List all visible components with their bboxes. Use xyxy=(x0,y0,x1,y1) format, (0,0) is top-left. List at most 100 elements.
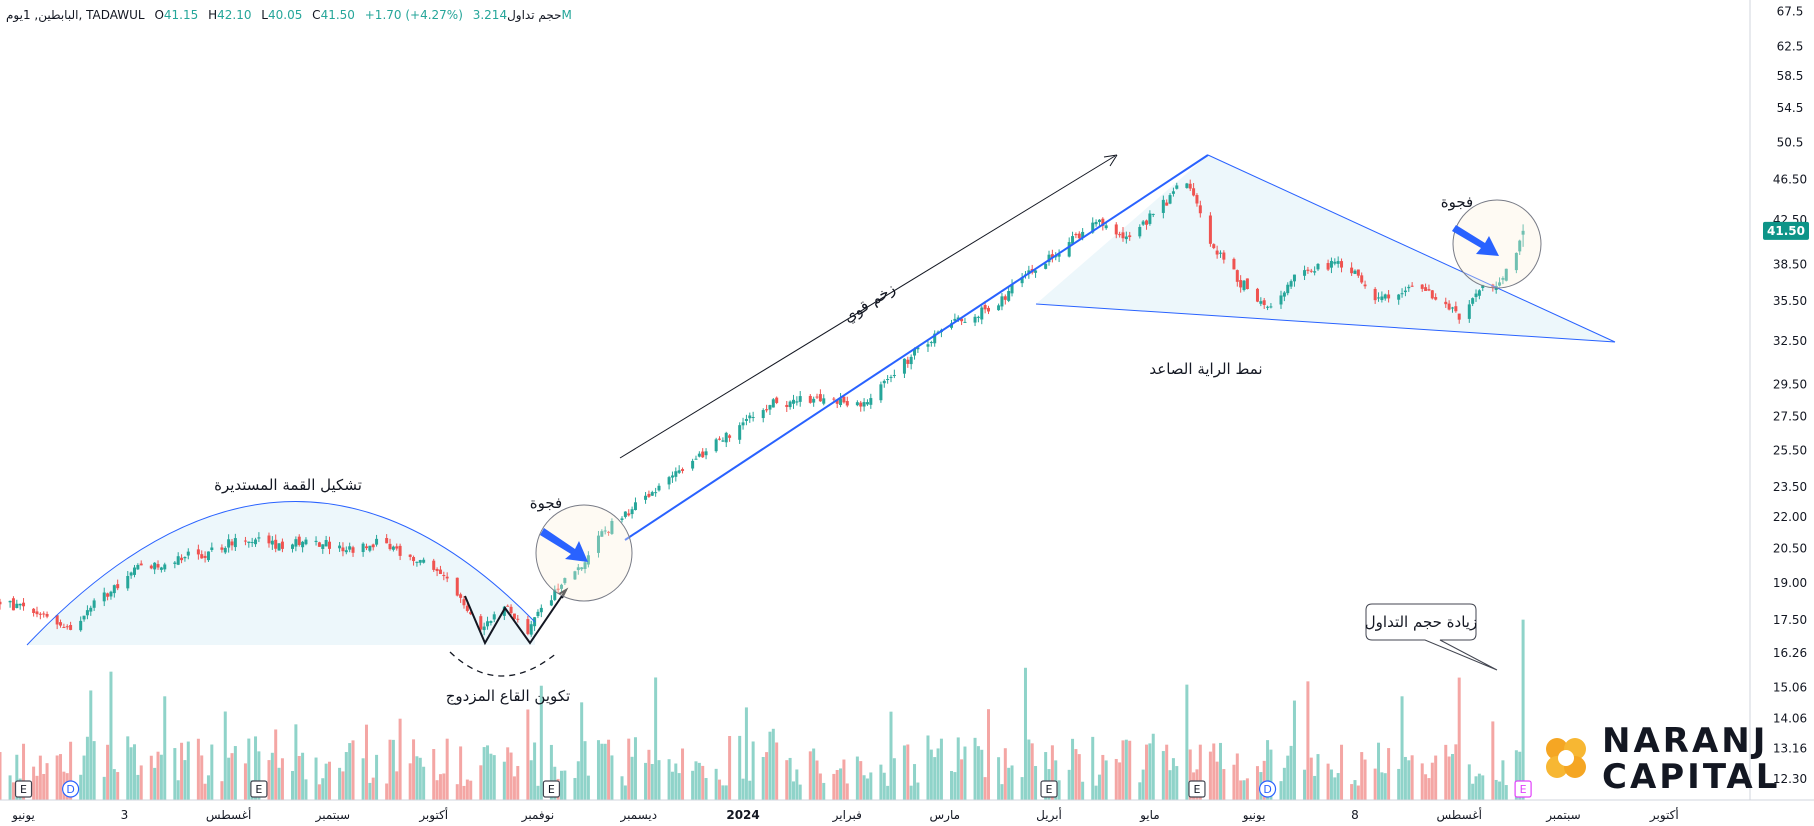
candle[interactable] xyxy=(1363,280,1367,289)
candle[interactable] xyxy=(1474,289,1478,302)
candle[interactable] xyxy=(882,379,886,388)
candle[interactable] xyxy=(539,604,543,618)
candle[interactable] xyxy=(728,434,732,442)
candle[interactable] xyxy=(1161,195,1165,219)
candle[interactable] xyxy=(798,391,802,407)
candle[interactable] xyxy=(1380,291,1384,303)
candle[interactable] xyxy=(691,458,695,471)
candle[interactable] xyxy=(270,536,274,550)
candle[interactable] xyxy=(250,537,254,547)
candle[interactable] xyxy=(247,541,251,548)
candle[interactable] xyxy=(1292,274,1296,287)
candle[interactable] xyxy=(785,400,789,412)
candle[interactable] xyxy=(701,448,705,458)
candle[interactable] xyxy=(768,404,772,415)
candle[interactable] xyxy=(321,544,325,554)
candle[interactable] xyxy=(808,394,812,404)
candle[interactable] xyxy=(1333,258,1337,266)
candle[interactable] xyxy=(116,579,120,591)
candle[interactable] xyxy=(980,305,984,325)
candle[interactable] xyxy=(8,600,12,608)
candle[interactable] xyxy=(929,340,933,347)
candle[interactable] xyxy=(506,604,510,607)
candle[interactable] xyxy=(82,615,86,622)
candle[interactable] xyxy=(1222,250,1226,264)
candle[interactable] xyxy=(15,599,19,609)
candle[interactable] xyxy=(1521,224,1525,247)
candle[interactable] xyxy=(1403,286,1407,297)
candle[interactable] xyxy=(186,548,190,560)
candle[interactable] xyxy=(1044,263,1048,270)
candle[interactable] xyxy=(751,411,755,422)
candle[interactable] xyxy=(277,543,281,551)
candle[interactable] xyxy=(254,537,258,547)
candle[interactable] xyxy=(1282,291,1286,302)
volume-callout[interactable]: زيادة حجم التداول xyxy=(1365,603,1498,671)
candle[interactable] xyxy=(388,538,392,551)
candle[interactable] xyxy=(1420,284,1424,292)
candle[interactable] xyxy=(1050,249,1054,263)
candle[interactable] xyxy=(1077,231,1081,240)
candle[interactable] xyxy=(889,374,893,383)
candle[interactable] xyxy=(233,533,237,552)
candle[interactable] xyxy=(818,389,822,402)
candle[interactable] xyxy=(435,567,439,577)
candle[interactable] xyxy=(926,339,930,352)
candle[interactable] xyxy=(1309,268,1313,273)
candle[interactable] xyxy=(1242,279,1246,292)
candle[interactable] xyxy=(1353,269,1357,275)
candle[interactable] xyxy=(317,541,321,547)
candle[interactable] xyxy=(1383,293,1387,301)
candle[interactable] xyxy=(647,490,651,498)
candle[interactable] xyxy=(788,400,792,410)
candle[interactable] xyxy=(973,314,977,327)
candle[interactable] xyxy=(667,475,671,490)
candle[interactable] xyxy=(200,550,204,559)
y-axis[interactable]: 67.562.558.554.550.546.5042.5038.5035.50… xyxy=(1773,5,1807,786)
candle[interactable] xyxy=(1279,290,1283,309)
candle[interactable] xyxy=(1235,269,1239,287)
candle[interactable] xyxy=(721,437,725,442)
dividend-marker[interactable]: D xyxy=(1258,780,1277,798)
candle[interactable] xyxy=(1047,250,1051,266)
candle[interactable] xyxy=(845,396,849,408)
candle[interactable] xyxy=(106,592,110,601)
annotation-flag-pattern[interactable]: نمط الراية الصاعد xyxy=(1149,360,1262,378)
candle[interactable] xyxy=(257,532,261,543)
candle[interactable] xyxy=(368,545,372,553)
candle[interactable] xyxy=(35,606,39,618)
candle[interactable] xyxy=(1447,300,1451,311)
candle[interactable] xyxy=(1212,243,1216,250)
candle[interactable] xyxy=(489,620,493,626)
candle[interactable] xyxy=(492,611,496,623)
candle[interactable] xyxy=(748,412,752,423)
candle[interactable] xyxy=(1289,279,1293,290)
candle[interactable] xyxy=(79,616,83,632)
candle[interactable] xyxy=(1218,250,1222,258)
candle[interactable] xyxy=(348,542,352,553)
earnings-marker[interactable]: E xyxy=(542,780,561,798)
candle[interactable] xyxy=(1094,219,1098,227)
candle[interactable] xyxy=(227,534,231,553)
earnings-marker[interactable]: E xyxy=(14,780,33,798)
candle[interactable] xyxy=(1232,257,1236,270)
candle[interactable] xyxy=(338,541,342,552)
earnings-marker[interactable]: E xyxy=(1040,780,1058,798)
candle[interactable] xyxy=(509,604,513,616)
candle[interactable] xyxy=(1430,289,1434,300)
candle[interactable] xyxy=(1269,303,1273,309)
candle[interactable] xyxy=(607,530,611,536)
candle[interactable] xyxy=(1145,219,1149,230)
candle[interactable] xyxy=(89,605,93,616)
candle[interactable] xyxy=(375,534,379,547)
candle[interactable] xyxy=(627,509,631,517)
candle[interactable] xyxy=(865,399,869,406)
double-bottom-zigzag[interactable] xyxy=(464,589,567,646)
candle[interactable] xyxy=(704,448,708,460)
candle[interactable] xyxy=(69,621,73,631)
ohlc-legend[interactable]: البابطين, 1يوم, TADAWUL O41.15 H42.10 L4… xyxy=(6,8,572,23)
candle[interactable] xyxy=(479,614,483,632)
candle[interactable] xyxy=(536,609,540,619)
candle[interactable] xyxy=(862,398,866,412)
